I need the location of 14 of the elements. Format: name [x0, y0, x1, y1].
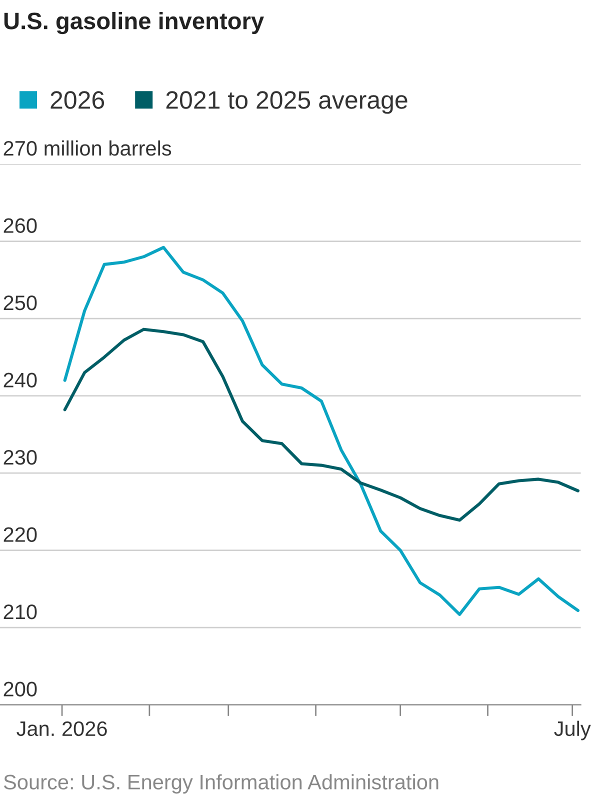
y-tick-label: 200 — [4, 682, 37, 697]
legend-label: 2026 — [50, 91, 104, 109]
x-tick-label: July — [554, 720, 591, 740]
y-tick-label: 220 — [4, 527, 37, 542]
y-tick-label: 240 — [4, 372, 37, 388]
x-tick-label: Jan. 2026 — [16, 721, 107, 736]
source-note: Source: U.S. Energy Information Administration — [4, 774, 438, 794]
y-tick-label: 260 — [4, 218, 37, 233]
y-tick-label: 230 — [4, 450, 37, 465]
chart-title: U.S. gasoline inventory — [4, 12, 264, 34]
legend-label: 2021 to 2025 average — [166, 91, 408, 114]
y-tick-label: 250 — [4, 295, 37, 310]
y-tick-label: 270 million barrels — [4, 140, 172, 156]
y-tick-label: 210 — [4, 604, 37, 620]
